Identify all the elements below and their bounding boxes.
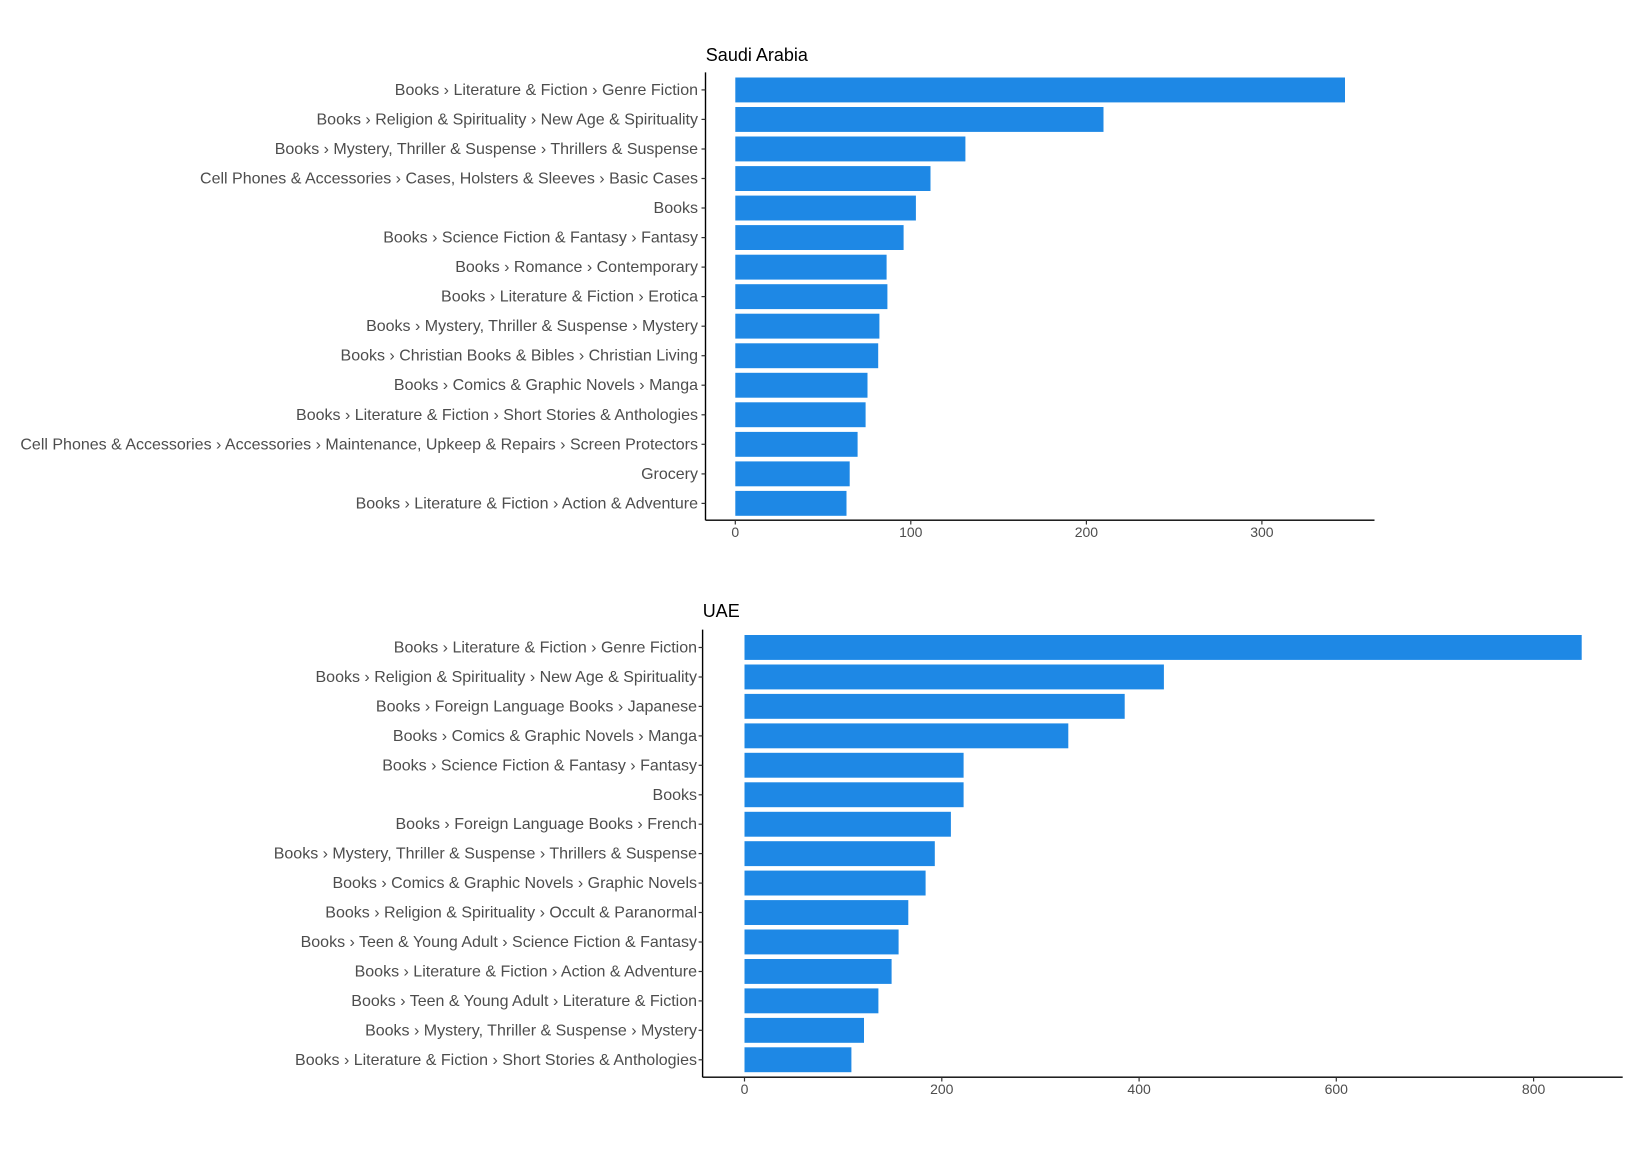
- svg-text:200: 200: [1075, 524, 1099, 540]
- svg-text:0: 0: [731, 524, 739, 540]
- svg-text:Books › Religion & Spiritualit: Books › Religion & Spirituality › New Ag…: [317, 111, 699, 128]
- svg-text:Books › Comics & Graphic Novel: Books › Comics & Graphic Novels › Manga: [393, 728, 697, 745]
- svg-text:Cell Phones & Accessories › Ac: Cell Phones & Accessories › Accessories …: [20, 436, 698, 453]
- svg-text:Books › Literature & Fiction ›: Books › Literature & Fiction › Short Sto…: [296, 407, 698, 424]
- svg-text:800: 800: [1522, 1081, 1546, 1097]
- svg-text:Books › Mystery, Thriller & Su: Books › Mystery, Thriller & Suspense › T…: [275, 141, 698, 158]
- svg-text:Books › Religion & Spiritualit: Books › Religion & Spirituality › Occult…: [325, 905, 697, 922]
- svg-text:Books: Books: [654, 200, 698, 217]
- svg-text:Books: Books: [653, 787, 697, 804]
- svg-text:300: 300: [1250, 524, 1274, 540]
- svg-text:Books › Literature & Fiction ›: Books › Literature & Fiction › Action & …: [356, 495, 698, 512]
- svg-text:Books › Literature & Fiction ›: Books › Literature & Fiction › Genre Fic…: [395, 82, 698, 99]
- svg-text:Books › Teen & Young Adult › L: Books › Teen & Young Adult › Literature …: [351, 993, 697, 1010]
- svg-text:Books › Foreign Language Books: Books › Foreign Language Books › French: [396, 816, 698, 833]
- svg-text:600: 600: [1325, 1081, 1349, 1097]
- svg-text:Books › Science Fiction & Fant: Books › Science Fiction & Fantasy › Fant…: [383, 230, 698, 247]
- svg-text:Books › Comics & Graphic Novel: Books › Comics & Graphic Novels › Graphi…: [332, 875, 697, 892]
- svg-text:100: 100: [899, 524, 923, 540]
- svg-text:Books › Religion & Spiritualit: Books › Religion & Spirituality › New Ag…: [316, 669, 698, 686]
- svg-text:Books › Mystery, Thriller & Su: Books › Mystery, Thriller & Suspense › M…: [366, 318, 698, 335]
- svg-text:Books › Teen & Young Adult › S: Books › Teen & Young Adult › Science Fic…: [301, 934, 697, 951]
- svg-text:Books › Literature & Fiction ›: Books › Literature & Fiction › Genre Fic…: [394, 640, 697, 657]
- svg-text:Books › Literature & Fiction ›: Books › Literature & Fiction › Erotica: [441, 289, 698, 306]
- svg-text:Grocery: Grocery: [641, 466, 698, 483]
- svg-text:Saudi Arabia: Saudi Arabia: [706, 45, 809, 65]
- svg-text:Books › Science Fiction & Fant: Books › Science Fiction & Fantasy › Fant…: [382, 757, 697, 774]
- svg-text:Books › Romance › Contemporary: Books › Romance › Contemporary: [455, 259, 698, 276]
- svg-text:Books › Mystery, Thriller & Su: Books › Mystery, Thriller & Suspense › M…: [365, 1022, 697, 1039]
- svg-text:Books › Comics & Graphic Novel: Books › Comics & Graphic Novels › Manga: [394, 377, 698, 394]
- svg-text:200: 200: [930, 1081, 954, 1097]
- svg-text:Books › Christian Books & Bibl: Books › Christian Books & Bibles › Chris…: [341, 348, 698, 365]
- svg-text:Books › Foreign Language Books: Books › Foreign Language Books › Japanes…: [376, 698, 697, 715]
- svg-text:0: 0: [741, 1081, 749, 1097]
- svg-text:Books › Literature & Fiction ›: Books › Literature & Fiction › Short Sto…: [295, 1052, 697, 1069]
- svg-text:Books › Literature & Fiction ›: Books › Literature & Fiction › Action & …: [355, 964, 697, 981]
- svg-text:Cell Phones & Accessories › Ca: Cell Phones & Accessories › Cases, Holst…: [200, 171, 698, 188]
- svg-text:UAE: UAE: [703, 601, 740, 621]
- svg-text:400: 400: [1127, 1081, 1151, 1097]
- svg-text:Books › Mystery, Thriller & Su: Books › Mystery, Thriller & Suspense › T…: [274, 846, 697, 863]
